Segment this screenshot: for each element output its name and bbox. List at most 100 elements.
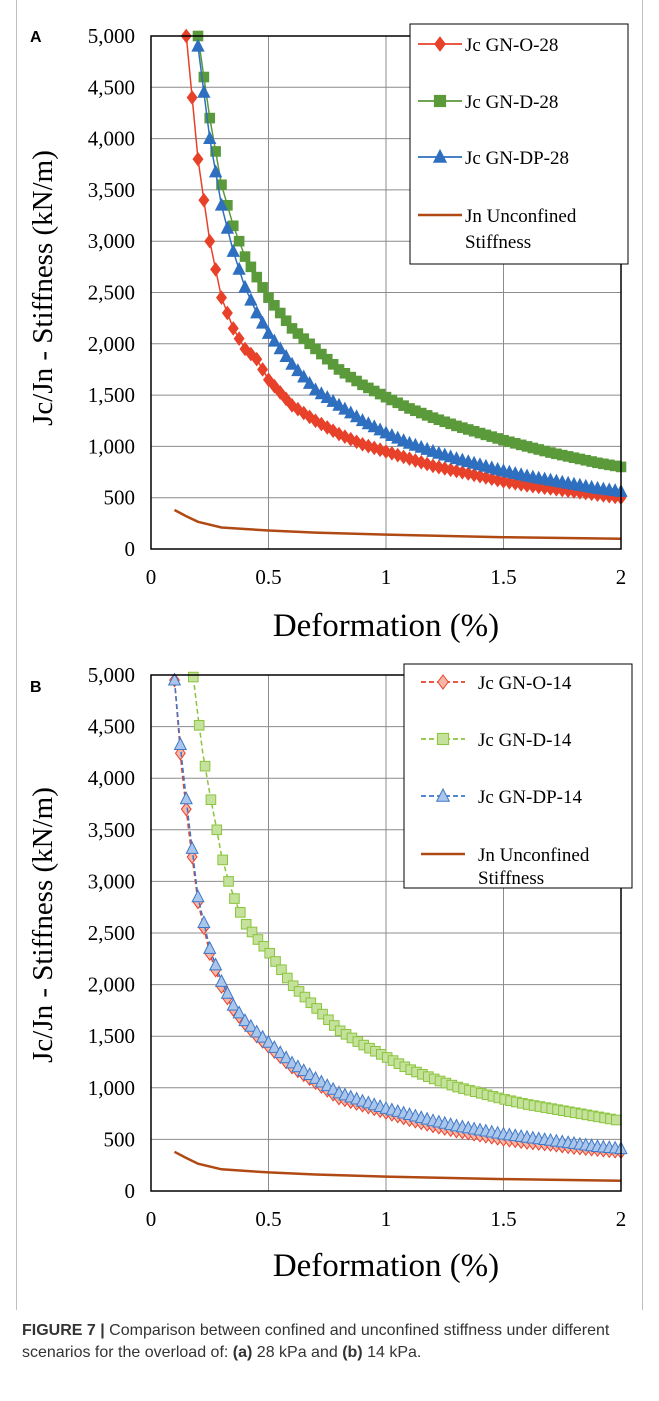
data-point xyxy=(193,720,205,731)
legend-label-4b: Stiffness xyxy=(465,232,531,253)
y-axis-label: Jc/Jn - Stiffness (kN/m) xyxy=(27,150,59,426)
data-point xyxy=(287,980,299,992)
data-point xyxy=(257,282,268,293)
data-point xyxy=(203,940,217,954)
series-2 xyxy=(188,671,622,1126)
x-tick-label: 0 xyxy=(146,565,157,589)
data-point xyxy=(191,38,205,52)
x-tick-label: 1 xyxy=(381,1207,392,1231)
panel-a: A 0 500 1,000 1,500 2,000 2,500 3,000 3,500 4,00… xyxy=(27,23,629,644)
data-point xyxy=(276,964,287,976)
data-point xyxy=(233,235,245,247)
legend: Jc GN-O-14 Jc GN-D-14 Jc GN-DP-14 Jn Unc… xyxy=(403,663,633,889)
data-point xyxy=(229,893,240,904)
data-point xyxy=(210,262,222,277)
data-point xyxy=(250,1024,264,1038)
data-point xyxy=(297,369,311,383)
data-point xyxy=(240,918,252,930)
data-point xyxy=(167,672,182,686)
data-point xyxy=(198,192,210,208)
panel-label-b: B xyxy=(30,679,42,696)
data-point xyxy=(246,926,258,938)
data-point xyxy=(192,151,204,167)
series-layer xyxy=(173,28,628,540)
x-tick-label: 2 xyxy=(616,565,627,589)
legend-label-2: Jc GN-D-28 xyxy=(465,92,558,113)
caption-label: FIGURE 7 | xyxy=(22,1322,105,1339)
data-point xyxy=(211,824,223,836)
data-point xyxy=(208,164,223,178)
data-point xyxy=(255,315,270,329)
data-point xyxy=(233,331,245,347)
data-point xyxy=(198,71,210,83)
y-tick-label: 3,500 xyxy=(88,178,135,202)
legend-label-1: Jc GN-O-14 xyxy=(478,673,572,694)
data-point xyxy=(311,1003,322,1014)
x-tick-label: 2 xyxy=(616,1207,627,1231)
data-point xyxy=(267,1039,282,1053)
data-point xyxy=(251,271,263,283)
legend-label-4b: Stiffness xyxy=(478,868,544,889)
data-point xyxy=(191,889,205,903)
data-point xyxy=(302,375,317,389)
data-point xyxy=(220,985,235,999)
data-point xyxy=(280,315,292,327)
series-layer xyxy=(167,671,628,1182)
data-point xyxy=(255,1029,270,1043)
data-point xyxy=(223,876,234,887)
y-tick-label: 0 xyxy=(125,537,136,561)
caption-text-2: 28 kPa and xyxy=(252,1344,343,1361)
data-point xyxy=(238,1013,252,1027)
data-point xyxy=(267,333,282,347)
data-point xyxy=(268,378,280,394)
data-point xyxy=(251,351,263,367)
legend-label-2: Jc GN-D-14 xyxy=(478,730,572,751)
x-tick-label: 1.5 xyxy=(490,565,516,589)
x-axis-label: Deformation (%) xyxy=(273,1248,499,1284)
legend-symbol-3 xyxy=(418,148,462,163)
x-tick-label: 0.5 xyxy=(255,1207,281,1231)
series-4 xyxy=(173,1150,622,1182)
data-point xyxy=(245,261,257,273)
data-point xyxy=(185,840,199,854)
panel-label-a: A xyxy=(30,29,42,46)
x-tick-label: 1.5 xyxy=(490,1207,516,1231)
data-point xyxy=(244,1018,258,1032)
panel-b: B 0 500 1,000 1,500 2,000 2,500 3,000 3,500 4,00… xyxy=(27,663,633,1284)
legend-marker xyxy=(436,732,450,746)
data-point xyxy=(217,854,228,866)
y-tick-label: 1,000 xyxy=(88,1076,135,1100)
data-point xyxy=(252,934,264,945)
data-point xyxy=(199,760,211,772)
y-tick-labels: 0 500 1,000 1,500 2,000 2,500 3,000 3,500 4,000 4… xyxy=(88,24,135,561)
legend-symbol-2 xyxy=(418,94,462,108)
legend-box xyxy=(409,23,629,265)
data-point xyxy=(216,290,227,305)
y-tick-label: 4,500 xyxy=(88,75,135,99)
y-tick-label: 3,500 xyxy=(88,818,135,842)
legend-label-3: Jc GN-DP-28 xyxy=(465,148,569,169)
data-point xyxy=(188,671,199,683)
y-tick-label: 4,500 xyxy=(88,715,135,739)
series-line xyxy=(173,1150,622,1182)
legend-symbol-1 xyxy=(418,36,462,52)
y-tick-label: 2,500 xyxy=(88,921,135,945)
series-3 xyxy=(191,38,628,497)
data-point xyxy=(186,90,198,105)
series-3 xyxy=(167,672,628,1155)
legend-symbol-1 xyxy=(421,674,465,690)
data-point xyxy=(273,1045,287,1059)
data-point xyxy=(210,146,221,157)
x-tick-label: 1 xyxy=(381,565,392,589)
data-point xyxy=(250,305,264,319)
y-tick-label: 3,000 xyxy=(88,229,135,253)
data-point xyxy=(305,997,317,1009)
data-point xyxy=(293,986,305,997)
y-tick-label: 1,500 xyxy=(88,383,135,407)
y-tick-labels: 0 500 1,000 1,500 2,000 2,500 3,000 3,500 4,000 4… xyxy=(88,663,135,1203)
data-point xyxy=(323,1014,334,1026)
legend-label-3: Jc GN-DP-14 xyxy=(478,787,582,808)
y-tick-label: 1,000 xyxy=(88,434,135,458)
figure-border xyxy=(16,0,643,1310)
